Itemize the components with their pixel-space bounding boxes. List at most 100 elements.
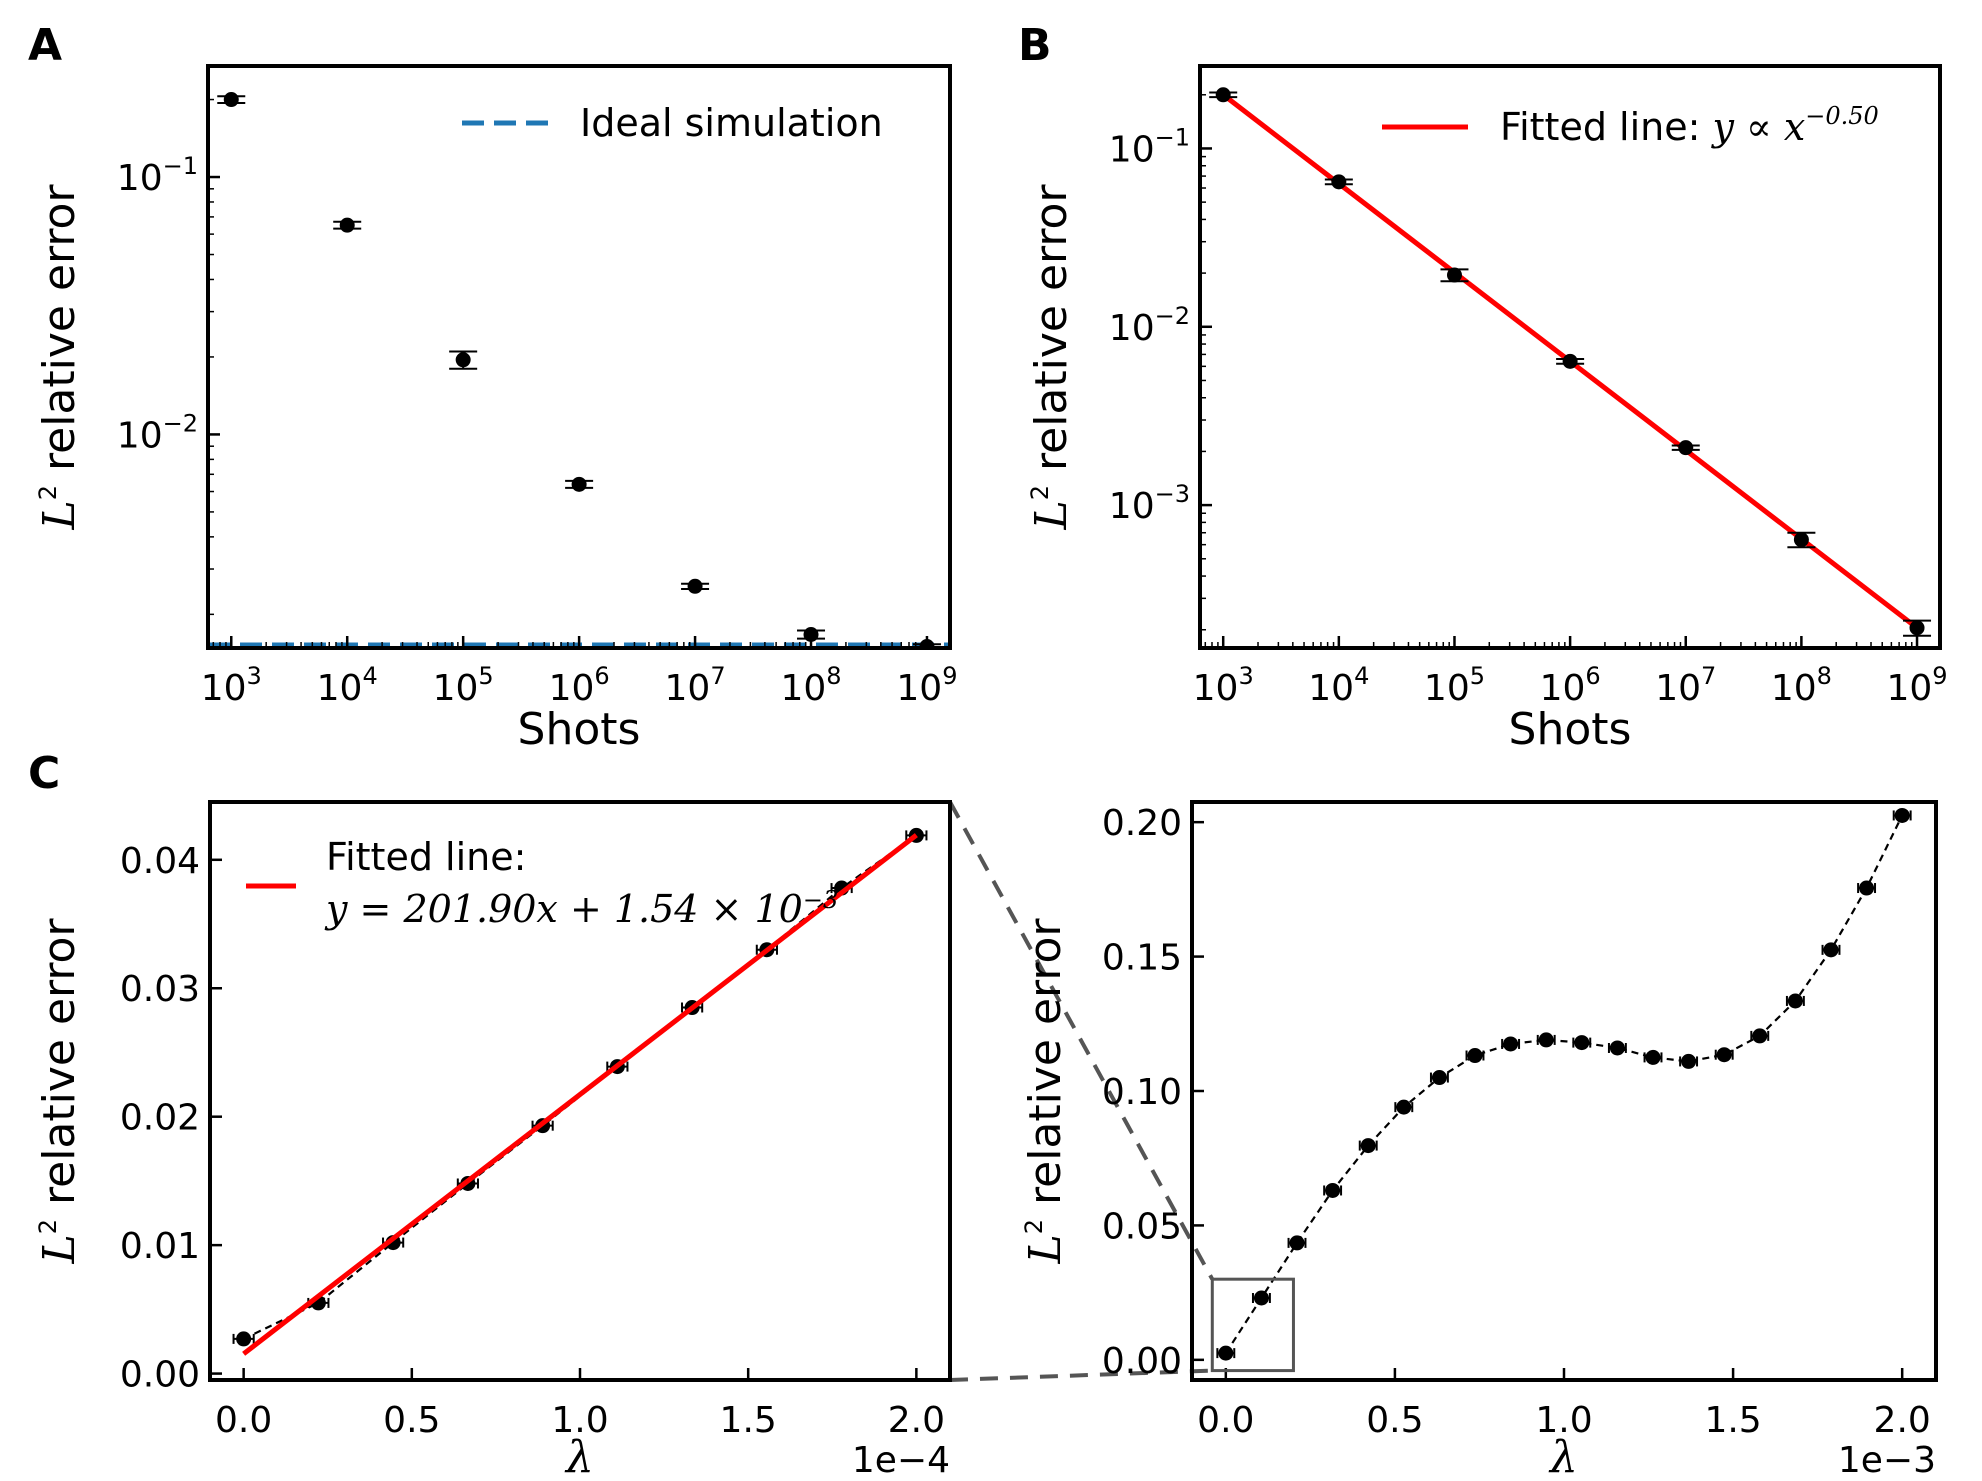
x-tick-label: 1.5 — [720, 1400, 777, 1441]
data-point — [1787, 993, 1803, 1009]
y-tick-label: 0.04 — [120, 841, 200, 882]
data-point — [1823, 942, 1839, 958]
zoom-connector-bottom — [949, 1368, 1213, 1382]
plot-area — [208, 92, 950, 648]
data-point — [1467, 1048, 1483, 1064]
axis-offset-text: 1e−4 — [852, 1440, 950, 1481]
x-tick-label: 106 — [1540, 662, 1601, 709]
data-point — [1218, 1345, 1234, 1361]
x-tick-label: 105 — [1424, 662, 1485, 709]
zoom-connector-top — [948, 801, 1215, 1281]
x-axis-label: Shots — [518, 704, 641, 755]
data-point — [1331, 174, 1347, 190]
data-point — [455, 352, 471, 368]
x-tick-label: 2.0 — [888, 1400, 945, 1441]
x-tick-label: 108 — [780, 662, 841, 709]
data-point — [339, 217, 355, 233]
legend-equation: y = 201.90x + 1.54 × 10−3 — [324, 886, 838, 931]
data-point — [1538, 1032, 1554, 1048]
x-tick-label: 106 — [549, 662, 610, 709]
legend: Fitted line: y ∝ x−0.50 — [1382, 102, 1879, 149]
panel-c-right-full-lambda: 0.0 0.5 1.0 1.5 2.0 0.00 0.05 0.10 0.15 0.20 λ L2 r… — [1020, 800, 1938, 1481]
x-tick-label: 0.5 — [1366, 1400, 1423, 1441]
x-tick-label: 107 — [1655, 662, 1716, 709]
plot-area — [232, 827, 928, 1356]
y-tick-label: 0.05 — [1102, 1206, 1182, 1247]
data-point — [1431, 1070, 1447, 1086]
y-tick-label: 0.10 — [1102, 1072, 1182, 1113]
y-tick-label: 10−1 — [1109, 123, 1190, 170]
x-tick-label: 0.0 — [215, 1400, 272, 1441]
legend-label: Fitted line: y ∝ x−0.50 — [1500, 102, 1879, 149]
zoom-connector-lines — [948, 801, 1215, 1382]
panel-letter: B — [1018, 20, 1052, 71]
data-point — [1609, 1040, 1625, 1056]
panel-b-log-shots-fitted: B 103 104 105 106 107 108 109 10−1 10−2 10−3 Shots L… — [1018, 20, 1948, 755]
data-point — [236, 1331, 252, 1347]
fitted-line — [242, 833, 918, 1356]
y-tick-label: 10−2 — [117, 409, 198, 456]
legend-label: Ideal simulation — [580, 101, 883, 145]
data-point — [1253, 1290, 1269, 1306]
x-tick-label: 107 — [665, 662, 726, 709]
x-tick-label: 104 — [1308, 662, 1369, 709]
x-tick-label: 103 — [201, 662, 262, 709]
legend: Fitted line: y = 201.90x + 1.54 × 10−3 — [246, 835, 838, 931]
y-axis-label: L2 relative error — [34, 918, 85, 1265]
data-point — [687, 578, 703, 594]
y-axis-label: L2 relative error — [34, 184, 85, 531]
data-point — [1360, 1138, 1376, 1154]
data-point — [223, 92, 239, 108]
x-tick-label: 1.0 — [1535, 1400, 1592, 1441]
data-point — [1396, 1099, 1412, 1115]
panel-a-log-shots-vs-error: A 103 104 105 106 107 108 109 10−1 10−2 Shots L2 re… — [28, 20, 958, 755]
y-tick-label: 0.02 — [120, 1098, 200, 1139]
y-tick-label: 0.01 — [120, 1226, 200, 1267]
x-tick-label: 1.0 — [551, 1400, 608, 1441]
data-point — [1446, 267, 1462, 283]
x-tick-label: 0.5 — [383, 1400, 440, 1441]
y-tick-label: 0.03 — [120, 969, 200, 1010]
data-point — [803, 626, 819, 642]
y-axis-label: L2 relative error — [1026, 184, 1077, 531]
x-axis-label: Shots — [1509, 704, 1632, 755]
data-point — [1325, 1182, 1341, 1198]
y-tick-label: 0.20 — [1102, 803, 1182, 844]
data-point — [1909, 620, 1925, 636]
y-tick-label: 0.00 — [120, 1355, 200, 1396]
axes-frame — [206, 64, 952, 650]
y-tick-label: 10−2 — [1109, 302, 1190, 349]
axes-frame — [208, 800, 952, 1382]
x-axis-label: λ — [1548, 1432, 1578, 1481]
axis-offset-text: 1e−3 — [1838, 1440, 1936, 1481]
data-point — [1681, 1053, 1697, 1069]
x-tick-label: 103 — [1193, 662, 1254, 709]
data-point — [1859, 880, 1875, 896]
x-tick-label: 1.5 — [1704, 1400, 1761, 1441]
axes-frame — [1198, 64, 1942, 650]
x-tick-label: 108 — [1771, 662, 1832, 709]
data-point — [1678, 440, 1694, 456]
data-point — [1574, 1035, 1590, 1051]
x-tick-label: 109 — [1886, 662, 1947, 709]
data-point — [1645, 1049, 1661, 1065]
x-axis-label: λ — [564, 1432, 594, 1481]
data-point — [1215, 87, 1231, 103]
data-point — [1716, 1047, 1732, 1063]
data-point — [1793, 532, 1809, 548]
data-point — [1752, 1028, 1768, 1044]
y-tick-label: 10−1 — [117, 152, 198, 199]
series-dashed-line — [1224, 814, 1904, 1354]
x-tick-label: 2.0 — [1874, 1400, 1931, 1441]
panel-letter: C — [28, 748, 60, 799]
legend-label: Fitted line: — [326, 835, 526, 879]
panel-c-left-zoomed-lambda: C 0.0 0.5 1.0 1.5 2.0 0.00 0.01 0.02 0.03 0.04 λ L2 … — [28, 748, 952, 1481]
x-tick-label: 0.0 — [1197, 1400, 1254, 1441]
x-tick-label: 109 — [896, 662, 957, 709]
legend: Ideal simulation — [462, 101, 883, 145]
panel-letter: A — [28, 20, 62, 71]
y-tick-label: 0.15 — [1102, 938, 1182, 979]
data-point — [1503, 1036, 1519, 1052]
data-point — [1894, 807, 1910, 823]
